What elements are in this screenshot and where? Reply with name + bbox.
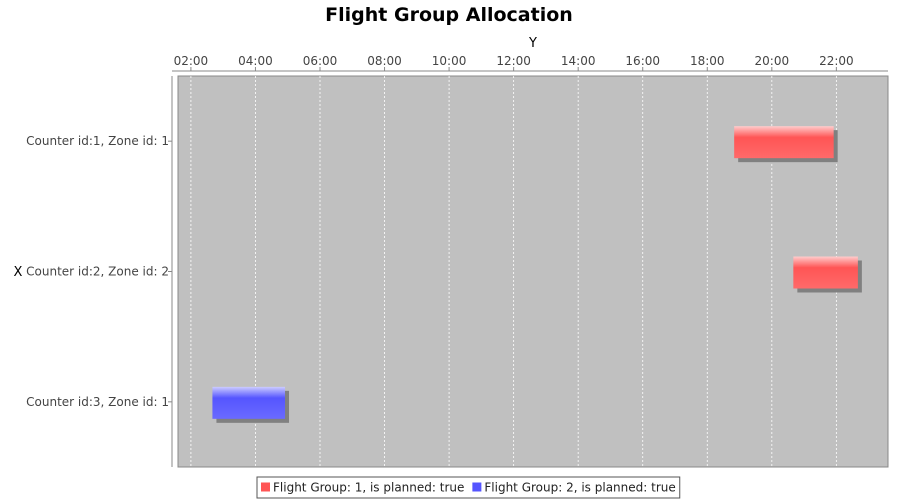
time-tick-label: 08:00 xyxy=(367,54,402,68)
time-tick-label: 12:00 xyxy=(496,54,531,68)
legend xyxy=(256,476,681,499)
time-tick-label: 10:00 xyxy=(432,54,467,68)
time-tick-label: 14:00 xyxy=(561,54,596,68)
legend-label: Flight Group: 1, is planned: true xyxy=(273,481,464,495)
legend-label: Flight Group: 2, is planned: true xyxy=(484,481,675,495)
time-axis-label: Y xyxy=(528,36,537,51)
time-tick-label: 04:00 xyxy=(238,54,273,68)
gantt-bar xyxy=(793,256,858,289)
category-tick-label: Counter id:1, Zone id: 1 xyxy=(26,134,169,148)
time-tick-label: 06:00 xyxy=(303,54,338,68)
category-tick-label: Counter id:3, Zone id: 1 xyxy=(26,395,169,409)
time-tick-label: 02:00 xyxy=(174,54,209,68)
time-tick-label: 16:00 xyxy=(625,54,660,68)
gantt-bar xyxy=(734,126,834,159)
category-axis-label: X xyxy=(14,265,23,280)
time-ticks: 02:00 04:00 06:00 08:00 10:00 12:00 14:00 16:00… xyxy=(174,54,854,71)
chart-title: Flight Group Allocation xyxy=(325,4,573,26)
time-tick-label: 22:00 xyxy=(819,54,854,68)
gantt-bar xyxy=(212,386,286,419)
legend-swatch xyxy=(261,482,270,492)
category-ticks: Counter id:1, Zone id: 1 Counter id:2, Zo… xyxy=(26,134,172,409)
bars xyxy=(212,126,862,423)
time-tick-label: 18:00 xyxy=(690,54,725,68)
time-tick-label: 20:00 xyxy=(755,54,790,68)
category-tick-label: Counter id:2, Zone id: 2 xyxy=(26,265,169,279)
legend-swatch xyxy=(472,482,482,492)
legend-items: Flight Group: 1, is planned: true Flight … xyxy=(261,481,676,495)
